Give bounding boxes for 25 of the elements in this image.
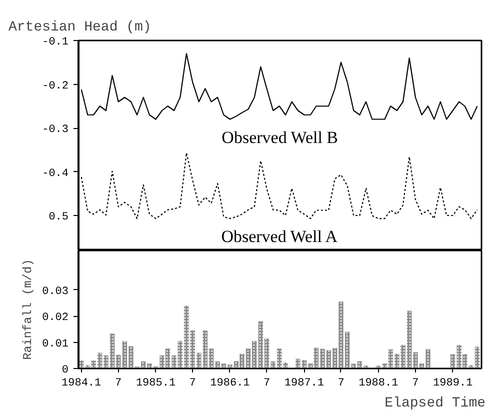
x-tick-label: 1985.1 bbox=[136, 378, 176, 390]
x-tick-label: 1989.1 bbox=[433, 378, 474, 390]
y-tick-label: 0.01 bbox=[42, 338, 69, 350]
y-axis-title: Artesian Head (m) bbox=[8, 20, 152, 36]
x-tick-label: 1987.1 bbox=[284, 378, 324, 390]
x-tick-label: 7 bbox=[263, 378, 270, 390]
y-tick-label: 0.02 bbox=[42, 312, 68, 324]
y-tick-label: 0 bbox=[62, 364, 69, 376]
x-tick-label: 1984.1 bbox=[62, 378, 102, 390]
y-tick-label: -0.3 bbox=[42, 124, 68, 136]
y-tick-label: 0.5 bbox=[48, 212, 69, 224]
x-tick-label: 7 bbox=[189, 378, 196, 390]
x-tick-label: 1988.1 bbox=[358, 378, 399, 390]
y-tick-label: -0.1 bbox=[42, 36, 69, 48]
y-tick-label: -0.4 bbox=[42, 168, 69, 180]
series-label: Observed Well B bbox=[222, 128, 338, 147]
x-tick-label: 1986.1 bbox=[210, 378, 250, 390]
x-tick-label: 7 bbox=[338, 378, 344, 390]
series-label: Observed Well A bbox=[221, 227, 338, 246]
x-tick-label: 7 bbox=[115, 378, 122, 390]
y-tick-label: -0.2 bbox=[42, 80, 68, 92]
x-axis-title: Elapsed Time bbox=[384, 396, 486, 412]
x-tick-label: 7 bbox=[412, 378, 419, 390]
y-axis-title: Rainfall (m/d) bbox=[21, 259, 36, 360]
y-tick-label: 0.03 bbox=[42, 286, 68, 298]
